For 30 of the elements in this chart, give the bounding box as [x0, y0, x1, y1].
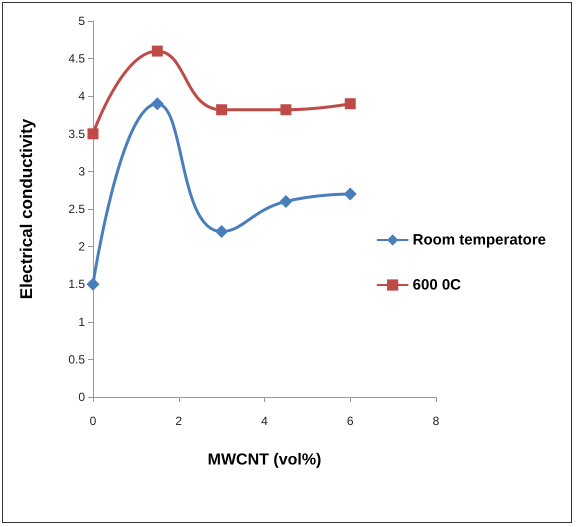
- point: [280, 104, 292, 116]
- y-tick-label: 4: [78, 89, 86, 104]
- y-tick-label: 2.5: [68, 202, 86, 216]
- y-tick-label: 1.5: [68, 277, 86, 292]
- y-tick-label: 4.5: [68, 52, 86, 66]
- x-tick-label: 6: [346, 414, 354, 428]
- x-tick-label: 2: [175, 414, 182, 428]
- y-tick-label: 3: [78, 164, 86, 178]
- y-tick-label: 5: [78, 14, 86, 28]
- y-tick-label: 0: [78, 390, 86, 404]
- point: [216, 104, 228, 116]
- x-tick-label: 8: [432, 414, 440, 428]
- point: [215, 225, 228, 238]
- x-axis-title: MWCNT (vol%): [208, 452, 322, 468]
- point: [86, 278, 100, 291]
- y-tick-label: 0.5: [68, 352, 86, 366]
- x-tick-label: 4: [261, 414, 268, 428]
- y-tick-label: 2: [78, 240, 86, 254]
- point: [344, 187, 357, 200]
- y-axis-title: Electrical conductivity: [17, 118, 36, 300]
- point: [279, 194, 292, 208]
- y-tick-label: 3.5: [68, 126, 86, 141]
- point: [344, 98, 356, 110]
- point: [150, 97, 164, 110]
- point: [152, 46, 163, 57]
- y-tick-label: 1: [78, 314, 86, 329]
- legend-label: 600 0C: [412, 276, 462, 294]
- point: [88, 128, 98, 140]
- x-tick-label: 0: [90, 414, 97, 428]
- legend-label: Room temperatore: [412, 232, 546, 248]
